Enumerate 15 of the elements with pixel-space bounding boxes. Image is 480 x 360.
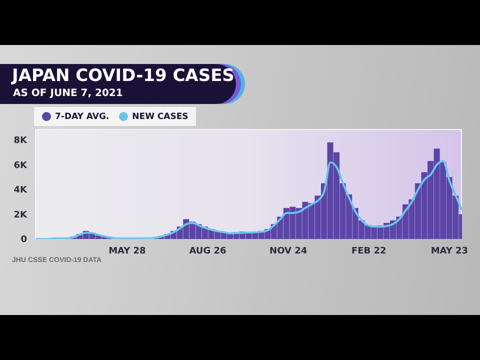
line-series bbox=[35, 160, 462, 239]
chart-subtitle: AS OF JUNE 7, 2021 bbox=[13, 88, 123, 99]
x-tick-label: FEB 22 bbox=[351, 246, 386, 256]
x-tick-label: NOV 24 bbox=[270, 246, 308, 256]
legend-label: NEW CASES bbox=[131, 112, 188, 122]
chart-title: JAPAN COVID-19 CASES bbox=[12, 66, 234, 86]
y-tick-label: 4K bbox=[14, 186, 28, 196]
x-tick-label: AUG 26 bbox=[189, 246, 226, 256]
y-tick-label: 6K bbox=[14, 160, 28, 171]
y-tick-label: 8K bbox=[14, 136, 28, 146]
y-tick-label: 0 bbox=[20, 235, 27, 246]
y-tick-label: 2K bbox=[14, 210, 28, 220]
x-tick-label: MAY 28 bbox=[108, 246, 146, 256]
x-tick-label: MAY 23 bbox=[430, 246, 468, 256]
legend-label: 7-DAY AVG. bbox=[54, 112, 110, 122]
